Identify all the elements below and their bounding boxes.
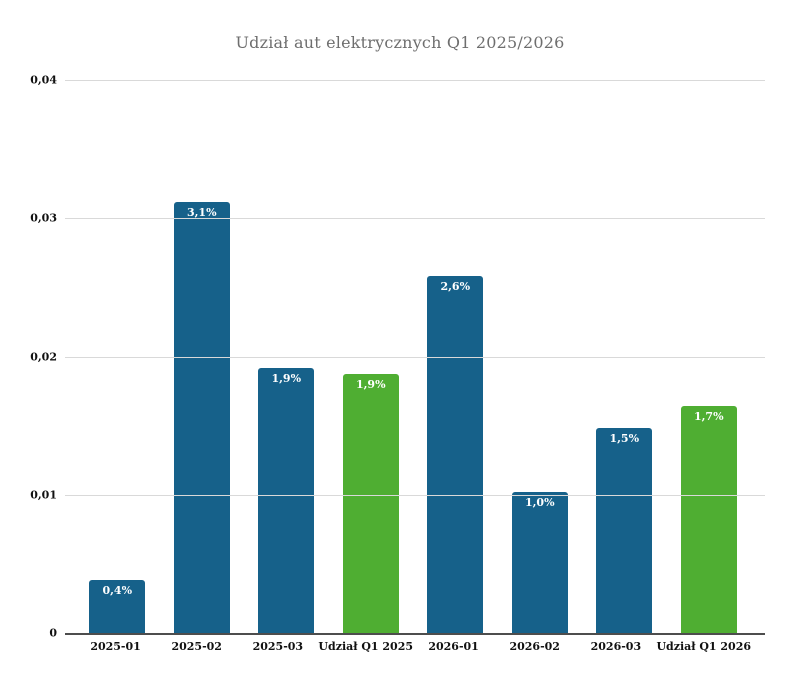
y-axis-tick-label: 0,03 (30, 211, 57, 225)
bar-slot: 3,1% (160, 80, 245, 633)
x-axis-tick-label: 2025-02 (171, 640, 222, 653)
bar-Udział Q1 2025: 1,9% (342, 374, 399, 633)
bar-value-label: 2,6% (440, 280, 471, 294)
chart-title: Udział aut elektrycznych Q1 2025/2026 (235, 33, 565, 52)
bar-value-label: 1,0% (524, 496, 555, 509)
bar-2025-01: 0,4% (89, 580, 146, 633)
bar-2026-03: 1,5% (596, 428, 653, 633)
x-axis-tick-label: Udział Q1 2026 (656, 640, 752, 653)
x-axis-tick-label: 2025-01 (90, 640, 141, 653)
bar-slot: 2,6% (413, 80, 498, 633)
y-axis-tick-label: 0,02 (30, 350, 57, 363)
bar-value-label: 0,4% (102, 584, 133, 598)
bar-2026-02: 1,0% (511, 492, 568, 633)
bar-value-label: 1,9% (271, 371, 302, 385)
x-axis-tick-label: Udział Q1 2025 (318, 640, 414, 653)
bar-2025-02: 3,1% (173, 201, 230, 633)
bar-Udział Q1 2026: 1,7% (680, 406, 737, 633)
bar-value-label: 1,7% (693, 410, 724, 424)
bar-slot: 1,5% (582, 80, 667, 633)
bar-slot: 1,7% (667, 80, 752, 633)
bar-slot: 1,9% (329, 80, 414, 633)
x-axis-tick-label: 2026-01 (428, 640, 479, 653)
plot-area: 0,4% 3,1% 1,9% 1,9% 2,6% 1,0% 1,5% 1,7% (65, 80, 765, 633)
bar-slot: 1,9% (244, 80, 329, 633)
bar-slot: 1,0% (498, 80, 583, 633)
y-axis: 0 0,01 0,02 0,03 0,04 (0, 74, 57, 640)
y-axis-tick-label: 0,01 (30, 488, 57, 502)
x-axis-tick-label: 2026-02 (509, 640, 560, 653)
y-axis-tick-label: 0,04 (30, 73, 57, 87)
x-axis: 2025-01 2025-02 2025-03 Udział Q1 2025 2026-… (65, 640, 765, 653)
bars-row: 0,4% 3,1% 1,9% 1,9% 2,6% 1,0% 1,5% 1,7% (65, 80, 765, 633)
gridline (65, 494, 765, 496)
x-axis-line (65, 633, 765, 635)
gridline (65, 218, 765, 220)
bar-2025-03: 1,9% (258, 367, 315, 633)
bar-value-label: 1,9% (355, 378, 386, 392)
x-axis-tick-label: 2026-03 (590, 640, 642, 653)
gridline (65, 80, 765, 81)
y-axis-tick-label: 0 (49, 626, 57, 640)
bar-value-label: 3,1% (186, 205, 217, 219)
x-axis-tick-label: 2025-03 (252, 640, 304, 653)
bar-slot: 0,4% (75, 80, 160, 633)
bar-2026-01: 2,6% (427, 276, 484, 633)
bar-value-label: 1,5% (609, 432, 640, 446)
gridline (65, 356, 765, 358)
